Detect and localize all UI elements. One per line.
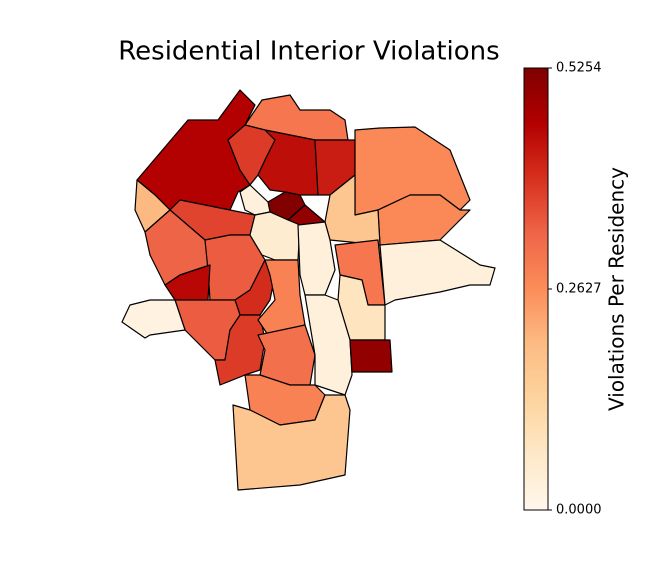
map [121, 89, 496, 491]
region [121, 299, 186, 339]
colorbar [523, 67, 549, 511]
region [304, 294, 353, 396]
region [214, 314, 266, 386]
region [164, 264, 211, 301]
region [349, 339, 393, 373]
colorbar-tick-label: 0.2627 [556, 282, 602, 297]
region [232, 394, 351, 491]
colorbar-tick-label: 0.0000 [556, 503, 602, 518]
colorbar-tick-label: 0.5254 [556, 61, 602, 76]
region [379, 239, 496, 306]
region [257, 324, 316, 386]
chart-title: Residential Interior Violations [118, 37, 499, 67]
region [239, 184, 271, 216]
region [297, 221, 336, 296]
colorbar-label: Violations Per Residency [605, 167, 629, 411]
